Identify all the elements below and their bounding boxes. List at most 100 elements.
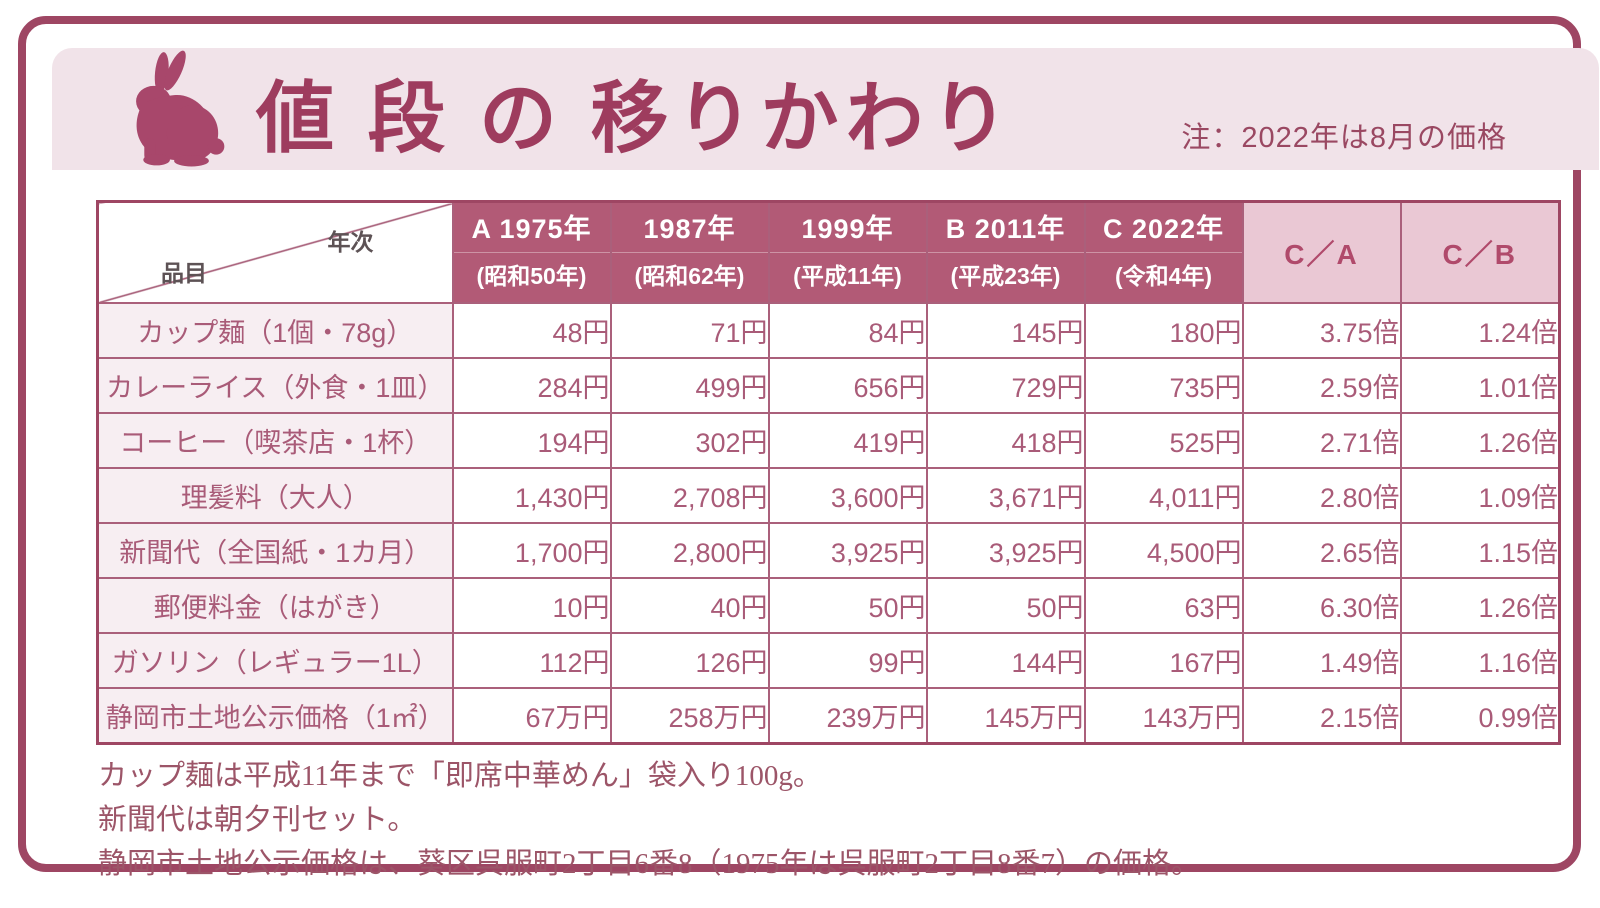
price-cell: 10円 xyxy=(451,577,612,634)
ratio-cell: 1.26倍 xyxy=(1399,577,1561,634)
ratio-cell: 1.49倍 xyxy=(1241,632,1402,689)
price-cell: 126円 xyxy=(609,632,770,689)
page-frame: 値 段 の 移りかわり 注：2022年は8月の価格 品目 年次 A 1975年 … xyxy=(18,16,1599,880)
footnotes: カップ麺は平成11年まで「即席中華めん」袋入り100g。 新聞代は朝夕刊セット。… xyxy=(98,754,1200,886)
footnote: 新聞代は朝夕刊セット。 xyxy=(98,804,417,836)
ratio-cell: 1.01倍 xyxy=(1399,357,1561,414)
price-cell: 99円 xyxy=(767,632,928,689)
price-cell: 258万円 xyxy=(609,687,770,744)
price-cell: 167円 xyxy=(1083,632,1244,689)
price-cell: 71円 xyxy=(609,302,770,359)
ratio-cell: 6.30倍 xyxy=(1241,577,1402,634)
era-label: (昭和50年) xyxy=(453,252,610,302)
era-label: (平成11年) xyxy=(769,252,926,302)
price-cell: 3,671円 xyxy=(925,467,1086,524)
item-cell: 理髪料（大人） xyxy=(96,467,454,524)
table-row: カレーライス（外食・1皿） 284円 499円 656円 729円 735円 2… xyxy=(96,357,1561,414)
corner-cell: 品目 年次 xyxy=(96,200,454,304)
price-table: 品目 年次 A 1975年 (昭和50年) 1987年 (昭和62年) 1999… xyxy=(96,200,1561,745)
year-label: A 1975年 xyxy=(471,214,592,244)
price-cell: 1,700円 xyxy=(451,522,612,579)
item-cell: 郵便料金（はがき） xyxy=(96,577,454,634)
price-cell: 1,430円 xyxy=(451,467,612,524)
corner-row-label: 品目 xyxy=(161,260,207,286)
table-row: 新聞代（全国紙・1カ月） 1,700円 2,800円 3,925円 3,925円… xyxy=(96,522,1561,579)
table-row: 理髪料（大人） 1,430円 2,708円 3,600円 3,671円 4,01… xyxy=(96,467,1561,524)
price-cell: 729円 xyxy=(925,357,1086,414)
ratio-cell: 2.59倍 xyxy=(1241,357,1402,414)
rabbit-icon xyxy=(136,50,225,167)
ratio-cell: 0.99倍 xyxy=(1399,687,1561,744)
price-cell: 40円 xyxy=(609,577,770,634)
year-label: C 2022年 xyxy=(1102,214,1225,244)
price-cell: 3,600円 xyxy=(767,467,928,524)
price-cell: 4,500円 xyxy=(1083,522,1244,579)
item-cell: カレーライス（外食・1皿） xyxy=(96,357,454,414)
footnote: カップ麺は平成11年まで「即席中華めん」袋入り100g。 xyxy=(98,760,822,792)
price-cell: 50円 xyxy=(925,577,1086,634)
table-row: 静岡市土地公示価格（1㎡） 67万円 258万円 239万円 145万円 143… xyxy=(96,687,1561,744)
price-cell: 67万円 xyxy=(451,687,612,744)
price-cell: 735円 xyxy=(1083,357,1244,414)
header-row: 品目 年次 A 1975年 (昭和50年) 1987年 (昭和62年) 1999… xyxy=(96,200,1561,304)
price-cell: 50円 xyxy=(767,577,928,634)
price-cell: 144円 xyxy=(925,632,1086,689)
table-row: カップ麺（1個・78g） 48円 71円 84円 145円 180円 3.75倍… xyxy=(96,302,1561,359)
era-label: (昭和62年) xyxy=(611,252,768,302)
price-cell: 84円 xyxy=(767,302,928,359)
ratio-cell: 3.75倍 xyxy=(1241,302,1402,359)
item-cell: カップ麺（1個・78g） xyxy=(96,302,454,359)
price-cell: 418円 xyxy=(925,412,1086,469)
price-cell: 63円 xyxy=(1083,577,1244,634)
title-band xyxy=(52,48,1599,170)
year-label: B 2011年 xyxy=(945,214,1066,244)
ratio-cell: 2.65倍 xyxy=(1241,522,1402,579)
price-cell: 112円 xyxy=(451,632,612,689)
price-cell: 145円 xyxy=(925,302,1086,359)
ratio-cell: 1.26倍 xyxy=(1399,412,1561,469)
year-header-1987: 1987年 (昭和62年) xyxy=(609,200,770,304)
price-note: 注：2022年は8月の価格 xyxy=(1181,122,1507,154)
table-row: ガソリン（レギュラー1L） 112円 126円 99円 144円 167円 1.… xyxy=(96,632,1561,689)
table-row: コーヒー（喫茶店・1杯） 194円 302円 419円 418円 525円 2.… xyxy=(96,412,1561,469)
price-cell: 499円 xyxy=(609,357,770,414)
year-label: 1987年 xyxy=(643,214,736,244)
year-header-2011: B 2011年 (平成23年) xyxy=(925,200,1086,304)
item-cell: 静岡市土地公示価格（1㎡） xyxy=(96,687,454,744)
price-cell: 145万円 xyxy=(925,687,1086,744)
ratio-cell: 2.71倍 xyxy=(1241,412,1402,469)
year-label: 1999年 xyxy=(801,214,894,244)
ratio-header-cb: C／B xyxy=(1399,200,1561,304)
footnote: 静岡市土地公示価格は、葵区呉服町2丁目6番8（1975年は呉服町2丁目8番7）の… xyxy=(98,848,1201,880)
price-cell: 525円 xyxy=(1083,412,1244,469)
year-header-1975: A 1975年 (昭和50年) xyxy=(451,200,612,304)
price-cell: 3,925円 xyxy=(925,522,1086,579)
ratio-cell: 2.80倍 xyxy=(1241,467,1402,524)
price-cell: 302円 xyxy=(609,412,770,469)
item-cell: ガソリン（レギュラー1L） xyxy=(96,632,454,689)
ratio-cell: 2.15倍 xyxy=(1241,687,1402,744)
price-cell: 194円 xyxy=(451,412,612,469)
price-cell: 2,800円 xyxy=(609,522,770,579)
price-cell: 4,011円 xyxy=(1083,467,1244,524)
year-header-1999: 1999年 (平成11年) xyxy=(767,200,928,304)
price-cell: 284円 xyxy=(451,357,612,414)
item-cell: 新聞代（全国紙・1カ月） xyxy=(96,522,454,579)
page-title: 値 段 の 移りかわり xyxy=(256,75,1016,162)
price-cell: 2,708円 xyxy=(609,467,770,524)
year-header-2022: C 2022年 (令和4年) xyxy=(1083,200,1244,304)
ratio-cell: 1.16倍 xyxy=(1399,632,1561,689)
table-row: 郵便料金（はがき） 10円 40円 50円 50円 63円 6.30倍 1.26… xyxy=(96,577,1561,634)
corner-col-label: 年次 xyxy=(327,229,374,255)
price-cell: 239万円 xyxy=(767,687,928,744)
price-cell: 419円 xyxy=(767,412,928,469)
era-label: (令和4年) xyxy=(1085,252,1242,302)
price-cell: 180円 xyxy=(1083,302,1244,359)
ratio-cell: 1.24倍 xyxy=(1399,302,1561,359)
price-cell: 143万円 xyxy=(1083,687,1244,744)
item-cell: コーヒー（喫茶店・1杯） xyxy=(96,412,454,469)
ratio-cell: 1.15倍 xyxy=(1399,522,1561,579)
price-cell: 48円 xyxy=(451,302,612,359)
ratio-header-ca: C／A xyxy=(1241,200,1402,304)
